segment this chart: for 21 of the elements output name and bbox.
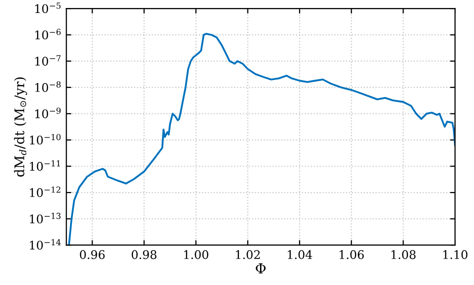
y-tick-label: 10$^{−11}$ (30, 160, 60, 171)
y-tick-label: 10$^{−9}$ (35, 108, 61, 118)
x-tick-label: 1.06 (340, 250, 364, 260)
x-tick-label: 1.00 (184, 250, 208, 260)
y-tick-label: 10$^{−14}$ (30, 239, 61, 250)
x-tick-label: 0.96 (80, 250, 105, 260)
x-axis-title: Φ (256, 263, 266, 274)
line-series (68, 32, 456, 246)
y-tick-label: 10$^{−8}$ (35, 81, 61, 92)
y-axis-title: dM$_{d}$/dt (M$_{⊙}$/yr) (14, 77, 28, 177)
y-tick-label: 10$^{−10}$ (30, 134, 61, 145)
y-tick-label: 10$^{−5}$ (35, 2, 61, 14)
x-tick-label: 1.10 (443, 250, 468, 260)
y-tick-label: 10$^{−13}$ (30, 212, 61, 224)
y-tick-label: 10$^{−7}$ (35, 55, 61, 66)
x-tick-label: 1.08 (392, 250, 416, 260)
y-tick-label: 10$^{−6}$ (35, 28, 61, 40)
x-tick-label: 1.02 (236, 250, 260, 260)
y-tick-label: 10$^{−12}$ (30, 186, 60, 198)
x-tick-label: 0.98 (132, 250, 156, 260)
x-tick-label: 1.04 (288, 250, 312, 260)
